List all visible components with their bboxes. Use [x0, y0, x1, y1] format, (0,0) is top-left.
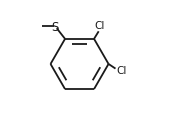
Text: Cl: Cl [116, 65, 127, 75]
Text: S: S [52, 20, 59, 33]
Text: Cl: Cl [94, 20, 104, 30]
